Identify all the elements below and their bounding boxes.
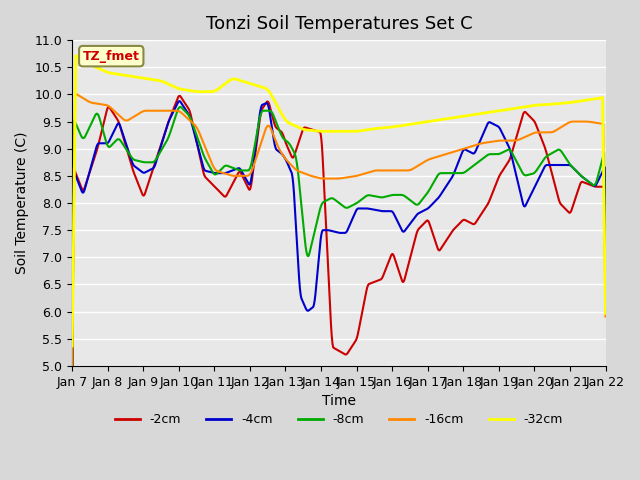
Title: Tonzi Soil Temperatures Set C: Tonzi Soil Temperatures Set C bbox=[205, 15, 472, 33]
Text: TZ_fmet: TZ_fmet bbox=[83, 49, 140, 63]
X-axis label: Time: Time bbox=[322, 394, 356, 408]
Y-axis label: Soil Temperature (C): Soil Temperature (C) bbox=[15, 132, 29, 274]
Legend: -2cm, -4cm, -8cm, -16cm, -32cm: -2cm, -4cm, -8cm, -16cm, -32cm bbox=[109, 408, 568, 432]
